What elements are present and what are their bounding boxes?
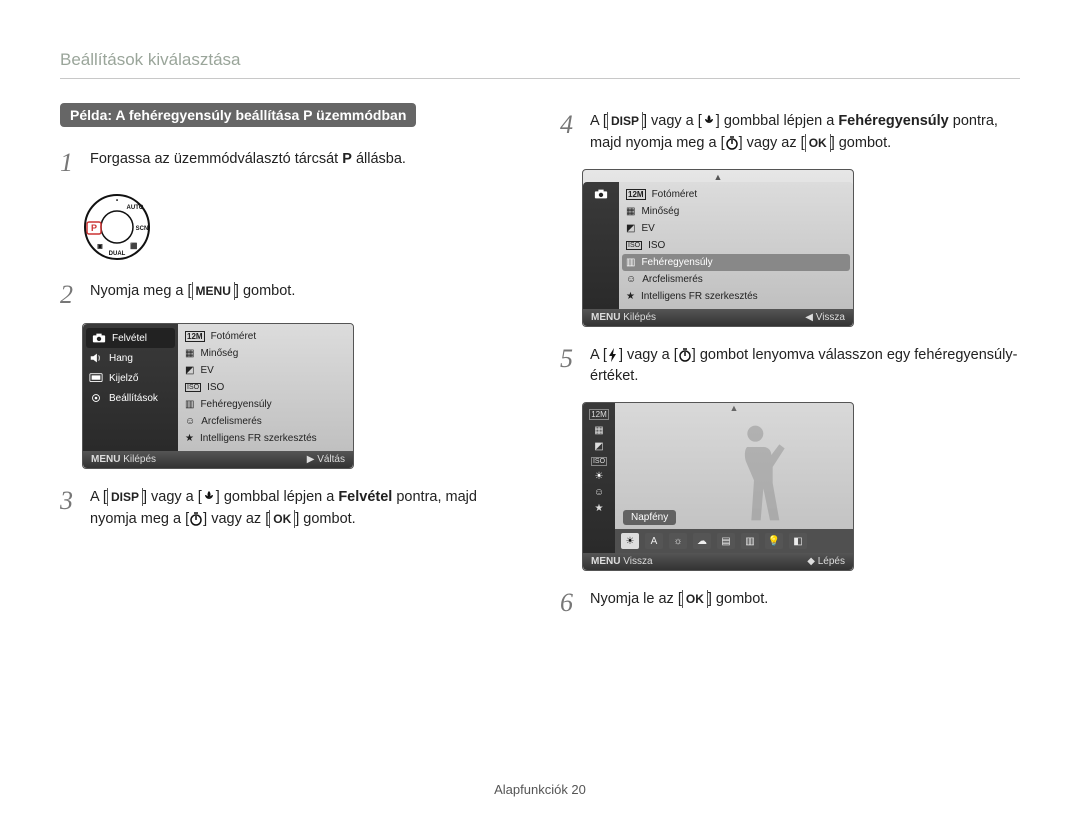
- timer-icon: [678, 348, 692, 362]
- overlay-face-icon: ☺: [594, 487, 604, 498]
- menu-item-minoseg: ▦Minőség: [622, 203, 850, 220]
- wb-auto-icon: A: [645, 533, 663, 549]
- menu-item-fotomeret: 12MFotóméret: [181, 328, 350, 345]
- svg-text:DUAL: DUAL: [109, 251, 126, 257]
- wb-tungsten-icon: 💡: [765, 533, 783, 549]
- macro-icon: [202, 490, 216, 504]
- svg-text:⬛: ⬛: [130, 242, 138, 250]
- overlay-fotomeret-icon: 12M: [589, 409, 609, 420]
- wb-icon-strip: ☀ A ☼ ☁ ▤ ▥ 💡 ◧: [615, 529, 853, 553]
- step-2: 2 Nyomja meg a [MENU] gombot.: [60, 281, 520, 310]
- overlay-wb-icon: ☀: [595, 471, 604, 482]
- timer-icon: [725, 136, 739, 150]
- overlay-ev-icon: ◩: [594, 441, 603, 452]
- step-number: 4: [560, 111, 580, 155]
- svg-text:P: P: [91, 223, 97, 233]
- step2-text-a: Nyomja meg a: [90, 283, 188, 299]
- menu-item-feher: ▥Fehéregyensúly: [181, 396, 350, 413]
- step-number: 6: [560, 589, 580, 618]
- left-column: Példa: A fehéregyensúly beállítása P üze…: [60, 103, 520, 632]
- live-view-screenshot: ▲ 12M ▦ ◩ ISO ☀ ☺ ★ Napfény ☀ A ☼: [582, 402, 854, 571]
- wb-fluo2-icon: ▥: [741, 533, 759, 549]
- step-number: 5: [560, 345, 580, 389]
- left-tab-hang: Hang: [83, 348, 178, 368]
- step-6: 6 Nyomja le az [OK] gombot.: [560, 589, 1020, 618]
- timer-icon: [189, 512, 203, 526]
- step-number: 1: [60, 149, 80, 178]
- menu-screenshot-2: ▲ 12MFotóméret ▦Minőség ◩EV ISOISO ▥Fehé…: [582, 169, 854, 327]
- wb-value-label: Napfény: [623, 510, 676, 525]
- page-footer: Alapfunkciók 20: [0, 782, 1080, 797]
- step2-text-b: gombot.: [239, 283, 295, 299]
- step-4: 4 A [DISP] vagy a [] gombbal lépjen a Fe…: [560, 111, 1020, 155]
- page-header: Beállítások kiválasztása: [60, 50, 1020, 79]
- wb-custom-icon: ◧: [789, 533, 807, 549]
- menu-item-intfr: ★Intelligens FR szerkesztés: [622, 288, 850, 305]
- left-tab-kijelzo: Kijelző: [83, 368, 178, 388]
- left-tab-felvetel: Felvétel: [86, 328, 175, 348]
- overlay-minoseg-icon: ▦: [594, 425, 603, 436]
- camera-icon: [594, 188, 608, 200]
- step-number: 2: [60, 281, 80, 310]
- overlay-star-icon: ★: [595, 503, 604, 514]
- wb-sun-icon: ☼: [669, 533, 687, 549]
- menu-item-feher-selected: ▥Fehéregyensúly: [622, 254, 850, 271]
- menu-item-minoseg: ▦Minőség: [181, 345, 350, 362]
- svg-text:•: •: [116, 198, 118, 204]
- svg-text:▣: ▣: [97, 244, 103, 250]
- overlay-iso-icon: ISO: [591, 457, 607, 466]
- menu-button-label: MENU: [192, 282, 235, 300]
- menu-item-fotomeret: 12MFotóméret: [622, 186, 850, 203]
- menu-item-intfr: ★Intelligens FR szerkesztés: [181, 430, 350, 447]
- disp-button-label: DISP: [607, 112, 643, 130]
- step1-text-b: állásba.: [352, 151, 406, 167]
- person-silhouette: [713, 415, 803, 535]
- wb-fluo1-icon: ▤: [717, 533, 735, 549]
- menu-item-arc: ☺Arcfelismerés: [622, 271, 850, 288]
- svg-text:AUTO: AUTO: [127, 205, 144, 211]
- menu-item-iso: ISOISO: [622, 237, 850, 254]
- ok-button-label: OK: [269, 510, 295, 528]
- step1-text-a: Forgassa az üzemmódválasztó tárcsát: [90, 151, 342, 167]
- step-5: 5 A [] vagy a [] gombot lenyomva válassz…: [560, 345, 1020, 389]
- menu-item-ev: ◩EV: [181, 362, 350, 379]
- step-number: 3: [60, 487, 80, 531]
- step-3: 3 A [DISP] vagy a [] gombbal lépjen a Fe…: [60, 487, 520, 531]
- macro-icon: [702, 114, 716, 128]
- ok-button-label: OK: [682, 590, 708, 608]
- svg-text:SCN: SCN: [136, 226, 149, 232]
- menu-item-arc: ☺Arcfelismerés: [181, 413, 350, 430]
- ok-button-label: OK: [805, 134, 831, 152]
- menu-item-ev: ◩EV: [622, 220, 850, 237]
- menu-screenshot-1: Felvétel Hang Kijelző Beállítások: [82, 323, 354, 469]
- right-column: 4 A [DISP] vagy a [] gombbal lépjen a Fe…: [560, 103, 1020, 632]
- flash-icon: [607, 348, 619, 362]
- left-tab-beallitasok: Beállítások: [83, 388, 178, 408]
- example-title: Példa: A fehéregyensúly beállítása P üze…: [60, 103, 416, 127]
- wb-daylight-icon: ☀: [621, 533, 639, 549]
- wb-cloud-icon: ☁: [693, 533, 711, 549]
- disp-button-label: DISP: [107, 488, 143, 506]
- p-mode-icon: P: [342, 151, 352, 167]
- mode-dial-figure: • AUTO SCN ⬛ DUAL ▣ P: [82, 192, 520, 267]
- menu-item-iso: ISOISO: [181, 379, 350, 396]
- step-1: 1 Forgassa az üzemmódválasztó tárcsát P …: [60, 149, 520, 178]
